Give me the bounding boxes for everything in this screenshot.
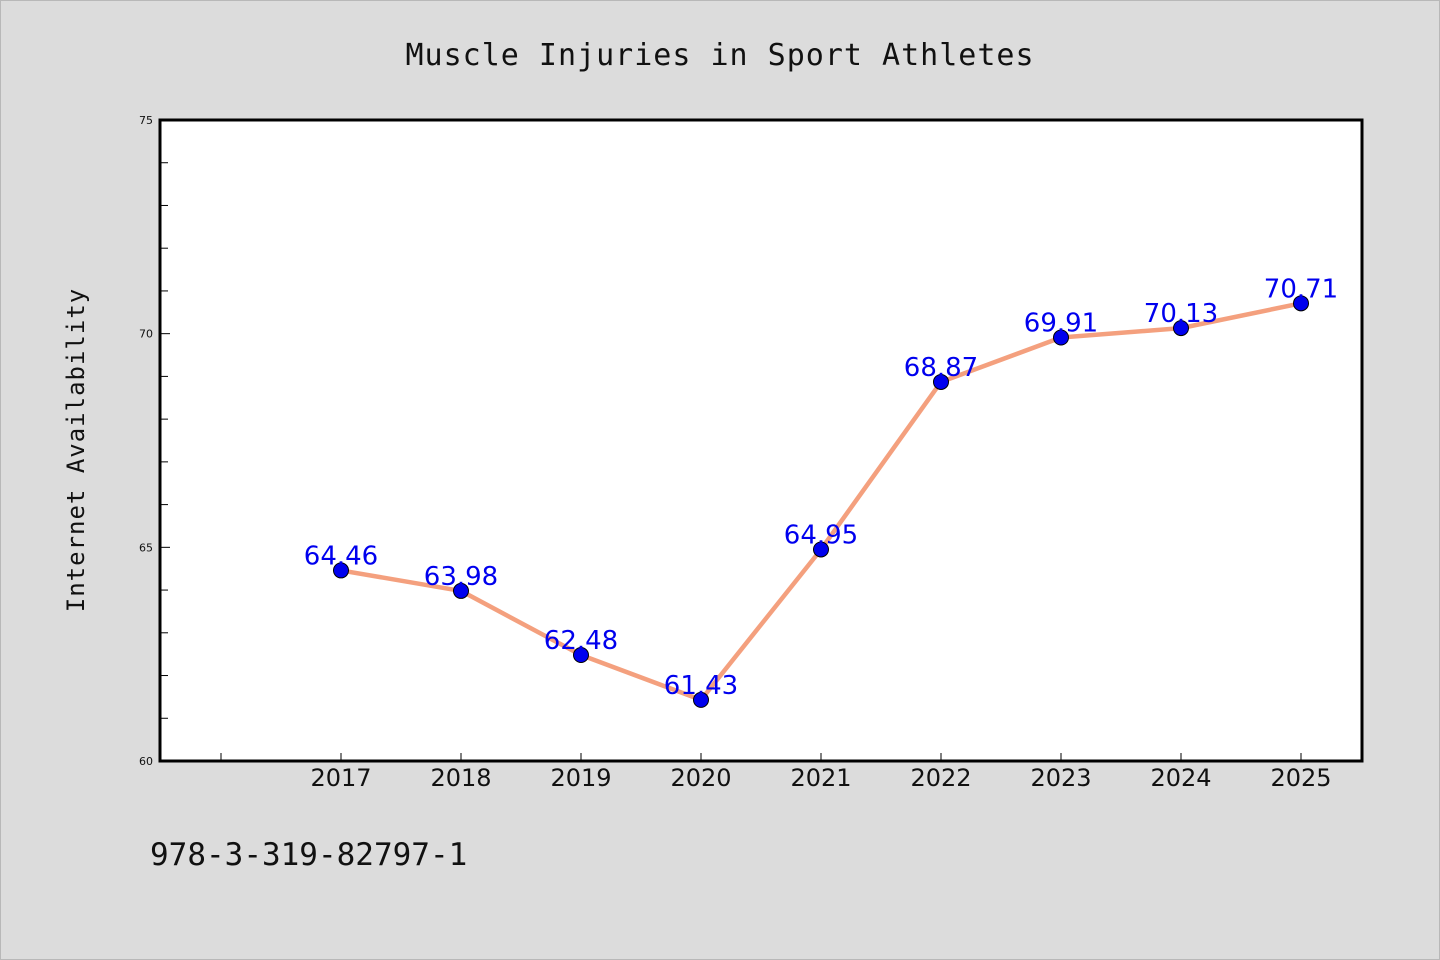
x-tick-label: 2024 [1150, 764, 1211, 792]
x-tick-label: 2023 [1030, 764, 1091, 792]
data-point [933, 373, 949, 390]
y-tick-label: 75 [139, 114, 153, 127]
plot-frame [158, 118, 1364, 763]
x-axis: 2017 2018 2019 2020 2021 2022 2023 2024 2025 [220, 753, 1332, 792]
data-label: 69.91 [1024, 309, 1098, 339]
chart-title: Muscle Injuries in Sport Athletes [405, 38, 1034, 73]
data-point [1053, 329, 1069, 346]
y-tick-label: 65 [139, 541, 153, 554]
data-label: 70.71 [1264, 274, 1338, 304]
x-tick-label: 2018 [430, 764, 491, 792]
data-labels: 64.46 63.98 62.48 61.43 64.95 68.87 69.91 70.13… [304, 274, 1338, 701]
plot-area [160, 120, 1362, 761]
data-point [333, 562, 349, 579]
data-point [1173, 320, 1189, 337]
data-point [813, 541, 829, 558]
data-label: 64.46 [304, 541, 378, 571]
data-point [453, 582, 469, 599]
x-tick-label: 2019 [550, 764, 611, 792]
data-label: 68.87 [904, 353, 978, 383]
y-axis-label: Internet Availability [62, 288, 90, 612]
data-label: 61.43 [664, 671, 738, 701]
x-tick-label: 2022 [910, 764, 971, 792]
data-point [693, 691, 709, 708]
isbn-text: 978-3-319-82797-1 [150, 837, 467, 873]
data-label: 62.48 [544, 626, 618, 656]
data-point [1293, 295, 1309, 312]
data-point [573, 647, 589, 664]
data-label: 64.95 [784, 520, 858, 550]
x-tick-label: 2021 [790, 764, 851, 792]
data-label: 63.98 [424, 562, 498, 592]
data-label: 70.13 [1144, 299, 1218, 329]
x-tick-label: 2020 [670, 764, 731, 792]
y-tick-label: 70 [139, 328, 153, 341]
x-tick-label: 2025 [1270, 764, 1331, 792]
series-markers [333, 295, 1309, 708]
y-tick-label: 60 [139, 755, 153, 768]
x-tick-label: 2017 [310, 764, 371, 792]
